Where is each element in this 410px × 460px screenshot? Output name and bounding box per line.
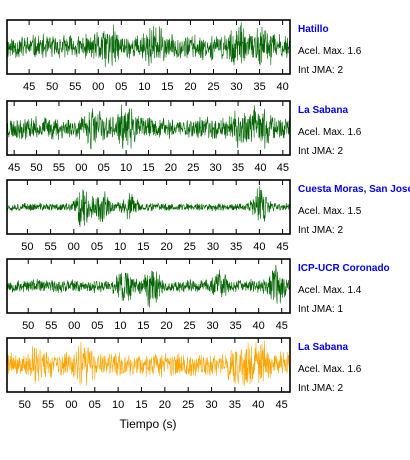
x-tick-label: 45: [277, 162, 289, 174]
x-tick-label: 20: [159, 399, 171, 411]
x-tick-label: 05: [98, 162, 110, 174]
x-tick-label: 55: [53, 162, 65, 174]
x-tick-label: 40: [253, 320, 265, 332]
x-tick-label: 00: [65, 399, 77, 411]
x-tick-label: 30: [206, 320, 218, 332]
x-tick-label: 15: [137, 320, 149, 332]
waveform-trace: [6, 264, 291, 308]
x-tick-label: 50: [21, 241, 33, 253]
x-axis-label: Tiempo (s): [120, 417, 177, 431]
station-name: Hatillo: [298, 24, 329, 35]
x-tick-label: 10: [120, 162, 132, 174]
x-tick-label: 15: [137, 241, 149, 253]
x-tick-label: 00: [75, 162, 87, 174]
x-tick-label: 40: [252, 399, 264, 411]
x-tick-label: 30: [210, 162, 222, 174]
waveform-trace: [6, 340, 291, 386]
x-tick-label: 45: [275, 399, 287, 411]
peak-acceleration: Acel. Max. 1.6: [298, 364, 362, 375]
x-tick-label: 45: [276, 320, 288, 332]
peak-acceleration: Acel. Max. 1.6: [298, 46, 362, 57]
x-tick-label: 15: [161, 81, 173, 93]
x-tick-label: 20: [160, 320, 172, 332]
x-tick-label: 25: [187, 162, 199, 174]
x-tick-label: 20: [160, 241, 172, 253]
peak-acceleration: Acel. Max. 1.4: [298, 285, 362, 296]
x-tick-label: 50: [19, 399, 31, 411]
x-tick-label: 25: [182, 399, 194, 411]
x-tick-label: 35: [229, 399, 241, 411]
panel-3: 50 55 00 05 10 15 20 25 30 35 40 45 Cuesta Moras, Sa…: [6, 179, 410, 253]
x-tick-label: 45: [23, 81, 35, 93]
x-tick-label: 35: [230, 241, 242, 253]
peak-acceleration: Acel. Max. 1.5: [298, 206, 362, 217]
x-tick-label: 05: [91, 241, 103, 253]
plot-frame: [6, 258, 291, 314]
x-tick-label: 10: [114, 241, 126, 253]
x-tick-label: 00: [68, 320, 80, 332]
x-tick-label: 50: [30, 162, 42, 174]
x-tick-label: 20: [165, 162, 177, 174]
jma-intensity: Int JMA: 1: [298, 304, 343, 315]
waveform-trace: [6, 104, 291, 150]
x-tick-label: 40: [254, 162, 266, 174]
panel-5: 50 55 00 05 10 15 20 25 30 35 40 45 La Sabana Acel. M…: [6, 337, 362, 411]
x-tick-label: 50: [46, 81, 58, 93]
station-name: La Sabana: [298, 105, 348, 116]
waveform-trace: [6, 186, 291, 228]
x-tick-label: 05: [115, 81, 127, 93]
plot-frame: [6, 19, 291, 75]
station-name: ICP-UCR Coronado: [298, 263, 390, 274]
x-tick-label: 10: [114, 320, 126, 332]
x-tick-label: 10: [138, 81, 150, 93]
jma-intensity: Int JMA: 2: [298, 225, 343, 236]
panel-2: 45 50 55 00 05 10 15 20 25 30 35 40 45 La Sabana Acel.…: [6, 100, 362, 174]
x-tick-label: 50: [22, 320, 34, 332]
x-tick-label: 55: [69, 81, 81, 93]
jma-intensity: Int JMA: 2: [298, 383, 343, 394]
x-tick-label: 05: [91, 320, 103, 332]
x-tick-label: 45: [8, 162, 20, 174]
x-tick-label: 00: [92, 81, 104, 93]
x-tick-label: 30: [205, 399, 217, 411]
x-tick-label: 15: [142, 162, 154, 174]
x-tick-label: 55: [45, 320, 57, 332]
x-tick-label: 15: [135, 399, 147, 411]
x-tick-label: 35: [229, 320, 241, 332]
x-tick-label: 40: [277, 81, 289, 93]
waveform-trace: [6, 22, 291, 68]
x-tick-label: 30: [207, 241, 219, 253]
jma-intensity: Int JMA: 2: [298, 65, 343, 76]
peak-acceleration: Acel. Max. 1.6: [298, 127, 362, 138]
x-tick-label: 25: [207, 81, 219, 93]
x-tick-label: 00: [68, 241, 80, 253]
x-tick-label: 55: [44, 241, 56, 253]
x-tick-label: 35: [253, 81, 265, 93]
panel-4: 50 55 00 05 10 15 20 25 30 35 40 45 ICP-UCR Coronado…: [6, 258, 390, 332]
x-tick-label: 55: [42, 399, 54, 411]
plot-frame: [6, 179, 291, 235]
station-name: La Sabana: [298, 342, 348, 353]
jma-intensity: Int JMA: 2: [298, 146, 343, 157]
x-tick-label: 25: [183, 320, 195, 332]
station-name: Cuesta Moras, San Jose: [298, 184, 410, 195]
x-tick-label: 05: [89, 399, 101, 411]
x-tick-label: 10: [112, 399, 124, 411]
panel-1: 45 50 55 00 05 10 15 20 25 30 35 40 Hatillo Acel. Max…: [6, 19, 362, 93]
x-tick-label: 40: [253, 241, 265, 253]
x-tick-label: 30: [230, 81, 242, 93]
x-tick-label: 25: [184, 241, 196, 253]
plot-frame: [6, 337, 291, 393]
x-tick-label: 35: [232, 162, 244, 174]
x-tick-label: 45: [276, 241, 288, 253]
x-tick-label: 20: [184, 81, 196, 93]
